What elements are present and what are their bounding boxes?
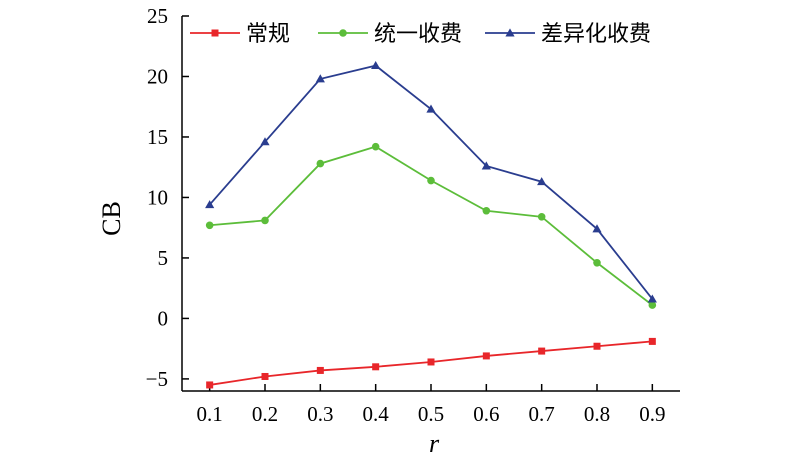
series-2-point xyxy=(371,142,380,151)
series-2-point xyxy=(316,159,325,168)
series-1-point xyxy=(482,352,490,360)
y-tick-label: 10 xyxy=(147,185,168,209)
x-tick-label: 0.4 xyxy=(363,402,390,426)
y-axis-title: CB xyxy=(97,201,126,236)
series-1-point xyxy=(261,372,269,380)
series-1-point xyxy=(372,363,380,371)
legend-label-2: 统一收费 xyxy=(374,22,462,47)
series-1-point xyxy=(538,347,546,355)
series-2-point xyxy=(482,206,491,215)
y-tick-label: 20 xyxy=(147,64,168,88)
series-2-point xyxy=(205,221,214,230)
x-tick-label: 0.5 xyxy=(418,402,444,426)
series-3-point xyxy=(481,161,491,170)
x-tick-label: 0.7 xyxy=(529,402,555,426)
legend-marker-1 xyxy=(211,29,219,37)
series-3-point xyxy=(315,74,325,83)
series-1-point xyxy=(593,342,601,350)
series-2-point xyxy=(537,213,546,221)
legend-label-3: 差异化收费 xyxy=(541,22,651,47)
x-tick-label: 0.2 xyxy=(252,402,278,426)
series-3-point xyxy=(537,177,547,186)
y-tick-label: 5 xyxy=(158,246,169,270)
y-tick-label: 0 xyxy=(158,306,169,330)
series-3-point xyxy=(260,137,270,146)
series-2-point xyxy=(648,301,657,309)
legend-marker-3 xyxy=(505,28,515,37)
series-1-point xyxy=(427,358,435,366)
series-1-point xyxy=(206,381,214,389)
x-tick-label: 0.1 xyxy=(197,402,223,426)
x-tick-label: 0.6 xyxy=(473,402,499,426)
series-line-2 xyxy=(209,145,653,306)
legend-label-1: 常规 xyxy=(246,22,290,47)
series-1-point xyxy=(316,366,324,374)
x-axis-title: r xyxy=(429,429,440,458)
y-tick-label: 25 xyxy=(147,4,168,28)
series-3-point xyxy=(371,60,381,70)
legend-marker-2 xyxy=(339,29,347,37)
series-3-point xyxy=(205,200,215,209)
series-2-point xyxy=(427,176,435,185)
legend: 常规 统一收费 差异化收费 xyxy=(190,22,651,47)
y-tick-label: −5 xyxy=(146,367,168,391)
series-1-point xyxy=(648,337,656,345)
series-3-point xyxy=(426,104,436,113)
y-tick-label: 15 xyxy=(147,125,168,149)
series-3-point xyxy=(647,294,657,303)
x-tick-label: 0.3 xyxy=(307,402,333,426)
series-3-point xyxy=(592,224,602,233)
x-tick-label: 0.9 xyxy=(639,402,665,426)
x-tick-label: 0.8 xyxy=(584,402,610,426)
series-2-point xyxy=(593,258,601,267)
series-2-point xyxy=(261,216,269,225)
